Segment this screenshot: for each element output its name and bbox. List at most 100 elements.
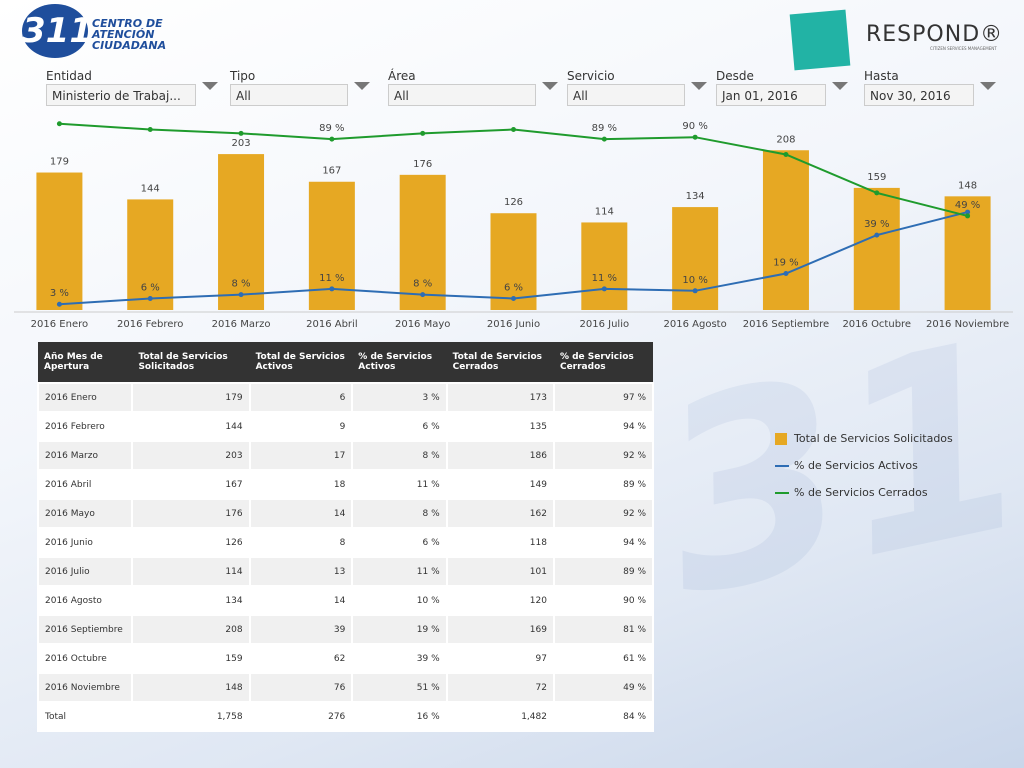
filter-value[interactable]: Ministerio de Trabaj...	[46, 84, 196, 106]
cell: Total	[36, 701, 134, 732]
cell: 2016 Abril	[36, 469, 134, 500]
cell: 2016 Julio	[36, 556, 134, 587]
cell: 11 %	[351, 469, 448, 500]
point	[965, 213, 971, 219]
cell: 92 %	[552, 498, 655, 529]
point	[783, 151, 789, 157]
filter-value[interactable]: All	[567, 84, 685, 106]
point	[329, 136, 335, 142]
dropdown-arrow[interactable]	[832, 82, 848, 90]
cell: 89 %	[552, 556, 655, 587]
cell: 162	[445, 498, 555, 529]
point	[692, 134, 698, 140]
cell: 14	[248, 498, 354, 529]
cell: 94 %	[552, 527, 655, 558]
filter-label: Tipo	[230, 69, 256, 83]
data-label: 144	[141, 183, 160, 194]
cell: 176	[131, 498, 251, 529]
filter-value[interactable]: All	[388, 84, 536, 106]
cell: 159	[131, 643, 251, 674]
filter: Área All	[388, 69, 558, 106]
column-header: Total de Servicios Solicitados	[132, 342, 250, 383]
cell: 90 %	[552, 585, 655, 616]
filter-value[interactable]: Jan 01, 2016	[716, 84, 826, 106]
cell: 3 %	[351, 382, 448, 413]
table-row: 2016 Marzo 203 17 8 % 186 92 %	[36, 440, 655, 471]
cell: 167	[131, 469, 251, 500]
filter: Servicio All	[567, 69, 707, 106]
filter-value[interactable]: Nov 30, 2016	[864, 84, 974, 106]
data-label: 11 %	[319, 273, 344, 284]
bar	[127, 199, 174, 310]
x-tick-label: 2016 Abril	[306, 319, 357, 330]
dropdown-arrow[interactable]	[354, 82, 370, 90]
x-tick-label: 2016 Junio	[487, 319, 540, 330]
cell: 8	[248, 527, 354, 558]
x-tick-label: 2016 Marzo	[212, 319, 271, 330]
table-row: 2016 Noviembre 148 76 51 % 72 49 %	[36, 672, 655, 703]
column-header: Total de Servicios Activos	[249, 342, 353, 383]
data-label: 167	[322, 166, 341, 177]
cell: 14	[248, 585, 354, 616]
data-label: 6 %	[141, 282, 160, 293]
data-label: 134	[686, 191, 705, 202]
filter-label: Desde	[716, 69, 754, 83]
cell: 39	[248, 614, 354, 645]
logo-line: ATENCIÓN	[92, 28, 155, 41]
data-label: 11 %	[592, 273, 617, 284]
data-label: 126	[504, 197, 523, 208]
cell: 61 %	[552, 643, 655, 674]
dropdown-arrow[interactable]	[691, 82, 707, 90]
bar	[36, 172, 83, 310]
brand: RESPOND®	[866, 22, 1004, 47]
logo-text: CENTRO DE ATENCIÓN CIUDADANA	[92, 18, 166, 51]
point	[874, 232, 880, 238]
cell: 120	[445, 585, 555, 616]
point	[601, 286, 607, 292]
filter: Entidad Ministerio de Trabaj...	[46, 69, 218, 106]
table-row: 2016 Julio 114 13 11 % 101 89 %	[36, 556, 655, 587]
cell: 2016 Octubre	[36, 643, 134, 674]
cell: 16 %	[351, 701, 448, 732]
filter-label: Hasta	[864, 69, 899, 83]
x-tick-label: 2016 Octubre	[842, 319, 911, 330]
cell: 1,482	[445, 701, 555, 732]
point	[238, 292, 244, 298]
cell: 1,758	[131, 701, 251, 732]
chart: 2016 Enero 2016 Febrero 2016 Marzo 2016 Abr…	[14, 121, 1013, 330]
cell: 118	[445, 527, 555, 558]
legend-label: % de Servicios Activos	[794, 459, 918, 472]
bar	[581, 222, 628, 310]
data-label: 89 %	[319, 123, 344, 134]
data-label: 6 %	[504, 282, 523, 293]
legend-swatch	[775, 465, 789, 467]
data-label: 89 %	[592, 123, 617, 134]
logo-line: CENTRO DE	[92, 17, 163, 30]
filter-value[interactable]: All	[230, 84, 348, 106]
data-label: 8 %	[232, 279, 251, 290]
cell: 49 %	[552, 672, 655, 703]
cell: 2016 Noviembre	[36, 672, 134, 703]
cell: 76	[248, 672, 354, 703]
column-header: Año Mes de Apertura	[38, 342, 133, 383]
dropdown-arrow[interactable]	[202, 82, 218, 90]
filter-label: Entidad	[46, 69, 92, 83]
cell: 276	[248, 701, 354, 732]
dropdown-arrow[interactable]	[542, 82, 558, 90]
cell: 89 %	[552, 469, 655, 500]
cell: 2016 Marzo	[36, 440, 134, 471]
point	[874, 190, 880, 196]
cell: 169	[445, 614, 555, 645]
cell: 186	[445, 440, 555, 471]
dropdown-arrow[interactable]	[980, 82, 996, 90]
cell: 2016 Septiembre	[36, 614, 134, 645]
cell: 72	[445, 672, 555, 703]
cell: 62	[248, 643, 354, 674]
table-row: 2016 Octubre 159 62 39 % 97 61 %	[36, 643, 655, 674]
cell: 97 %	[552, 382, 655, 413]
table-row: Total 1,758 276 16 % 1,482 84 %	[36, 701, 655, 732]
cell: 2016 Mayo	[36, 498, 134, 529]
x-tick-label: 2016 Noviembre	[926, 319, 1009, 330]
data-label: 39 %	[864, 219, 889, 230]
